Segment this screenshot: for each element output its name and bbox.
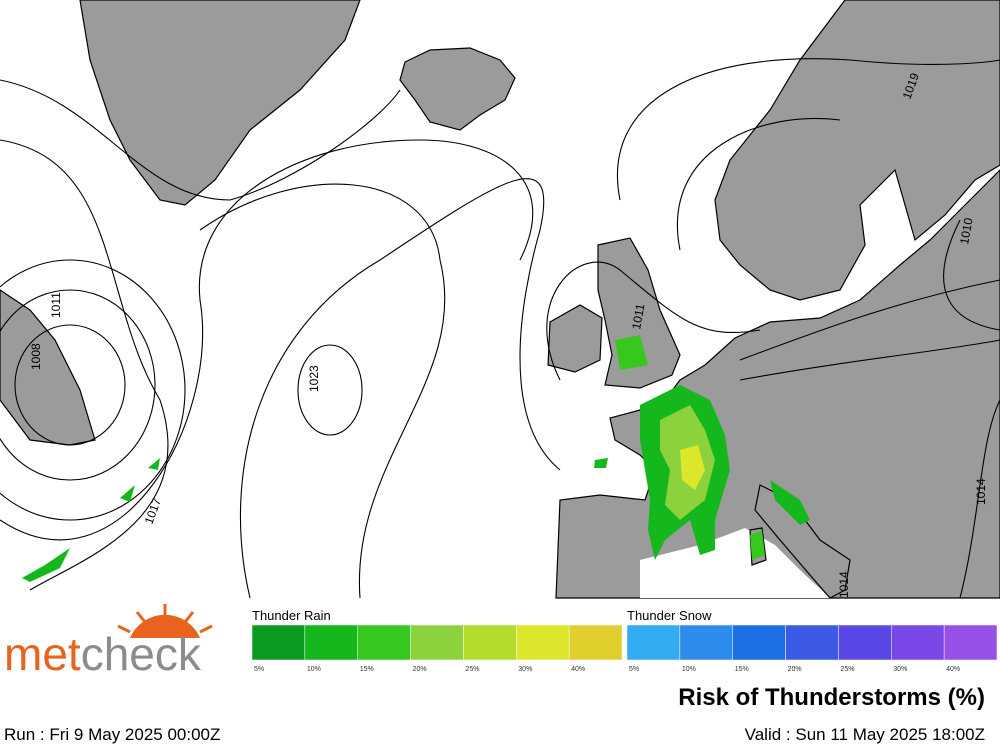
- legend-swatch: [785, 624, 839, 661]
- run-time: Run : Fri 9 May 2025 00:00Z: [4, 725, 220, 744]
- legend-swatch: [943, 624, 998, 661]
- isobar-label: 1023: [307, 365, 321, 392]
- legend-label: 25%: [840, 666, 854, 673]
- legend-label: 15%: [735, 666, 749, 673]
- isobar-label: 1010: [957, 216, 975, 245]
- legend-label: 20%: [413, 666, 427, 673]
- map: 1023 1017 1011 1008 1011 1014 1019 1010 …: [0, 0, 1000, 599]
- legend-label: 10%: [307, 666, 321, 673]
- snow-title: Thunder Snow: [627, 608, 712, 623]
- legend-label: 40%: [946, 666, 960, 673]
- map-title: Risk of Thunderstorms (%): [678, 684, 985, 711]
- legend-label: 5%: [254, 666, 264, 673]
- legend-swatch: [838, 624, 892, 661]
- legend-swatch: [732, 624, 786, 661]
- legend-swatch: [679, 624, 733, 661]
- legend-label: 5%: [629, 666, 639, 673]
- legend-swatch: [516, 624, 570, 661]
- legend-swatch: [626, 624, 681, 661]
- legend-swatch: [304, 624, 358, 661]
- isobar-label: 1008: [29, 343, 43, 370]
- valid-time: Valid : Sun 11 May 2025 18:00Z: [745, 725, 985, 744]
- isobar-label: 1014: [837, 571, 851, 598]
- legend-swatch: [568, 624, 623, 661]
- rain-title: Thunder Rain: [252, 608, 331, 623]
- legend-label: 30%: [518, 666, 532, 673]
- isobar-label: 1011: [629, 302, 647, 330]
- legend-panel: metcheck Thunder Rain Thunder Snow 5% 10%…: [4, 604, 998, 744]
- logo-met: met: [4, 628, 81, 680]
- legend-swatch: [251, 624, 306, 661]
- legend-swatch: [891, 624, 945, 661]
- logo: metcheck: [4, 628, 202, 680]
- thunder-areas: [22, 335, 810, 582]
- legend-label: 10%: [682, 666, 696, 673]
- isobar-label: 1014: [974, 478, 988, 505]
- logo-sun: [117, 604, 213, 638]
- legend-swatch: [410, 624, 464, 661]
- legend-label: 15%: [360, 666, 374, 673]
- logo-check: check: [81, 628, 202, 680]
- legend-swatch: [463, 624, 517, 661]
- legend-label: 30%: [893, 666, 907, 673]
- isobars: [0, 58, 1000, 599]
- isobar-label: 1011: [49, 292, 63, 318]
- legend-swatch: [357, 624, 411, 661]
- legend-label: 20%: [788, 666, 802, 673]
- legend-label: 40%: [571, 666, 585, 673]
- legend-label: 25%: [465, 666, 479, 673]
